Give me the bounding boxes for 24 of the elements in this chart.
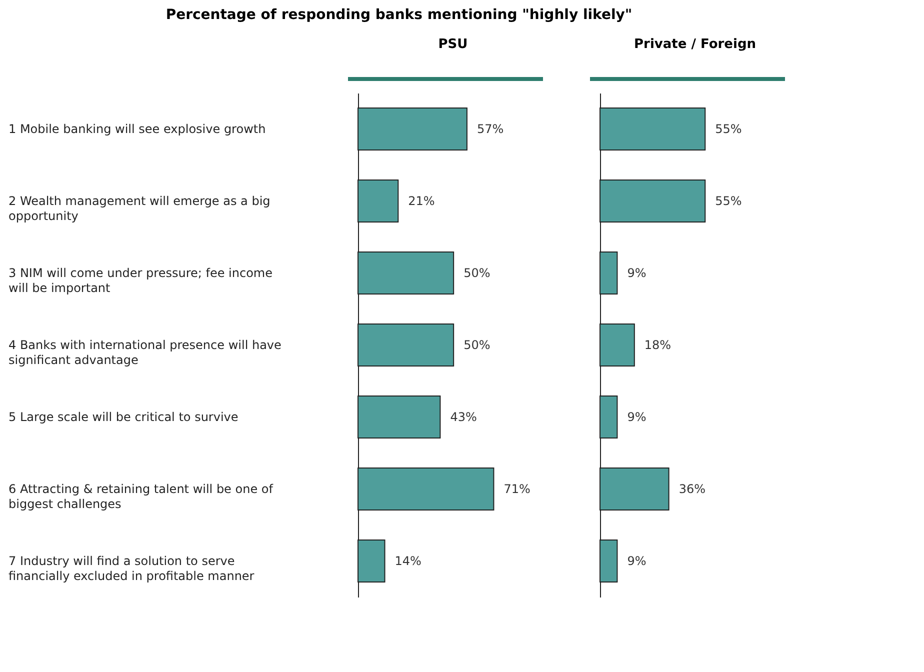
data-label: 57%	[476, 122, 504, 136]
data-label: 9%	[627, 266, 646, 280]
data-label: 43%	[450, 410, 477, 424]
y-tick-label: 7 Industry will find a solution to serve financially excluded in profitable manner	[8, 554, 254, 583]
data-label: 55%	[715, 194, 742, 208]
data-label: 21%	[408, 194, 435, 208]
data-label: 18%	[644, 338, 672, 352]
text: Private / Foreign	[634, 37, 756, 52]
data-label: 14%	[394, 554, 422, 568]
data-label: 71%	[504, 482, 530, 496]
data-label: 9%	[627, 554, 646, 568]
y-tick-label: 4 Banks with international presence will have significant advantage	[8, 338, 282, 367]
data-label: 36%	[678, 482, 706, 496]
chart-title: Percentage of responding banks mentioning "highly likely"	[166, 7, 632, 23]
y-tick-label: 2 Wealth management will emerge as a big opportunity	[8, 194, 270, 223]
y-tick-label: 6 Attracting & retaining talent will be one of biggest challenges	[8, 482, 274, 511]
data-label: 9%	[627, 410, 646, 424]
y-tick-label: 1 Mobile banking will see explosive growth	[8, 122, 266, 136]
y-tick-label: 3 NIM will come under pressure; fee income will be important	[8, 266, 272, 295]
data-label: 50%	[464, 338, 490, 352]
data-label: 50%	[464, 266, 490, 280]
y-tick-label: 5 Large scale will be critical to survive	[8, 410, 238, 424]
text: PSU	[438, 37, 468, 52]
data-label: 55%	[715, 122, 742, 136]
